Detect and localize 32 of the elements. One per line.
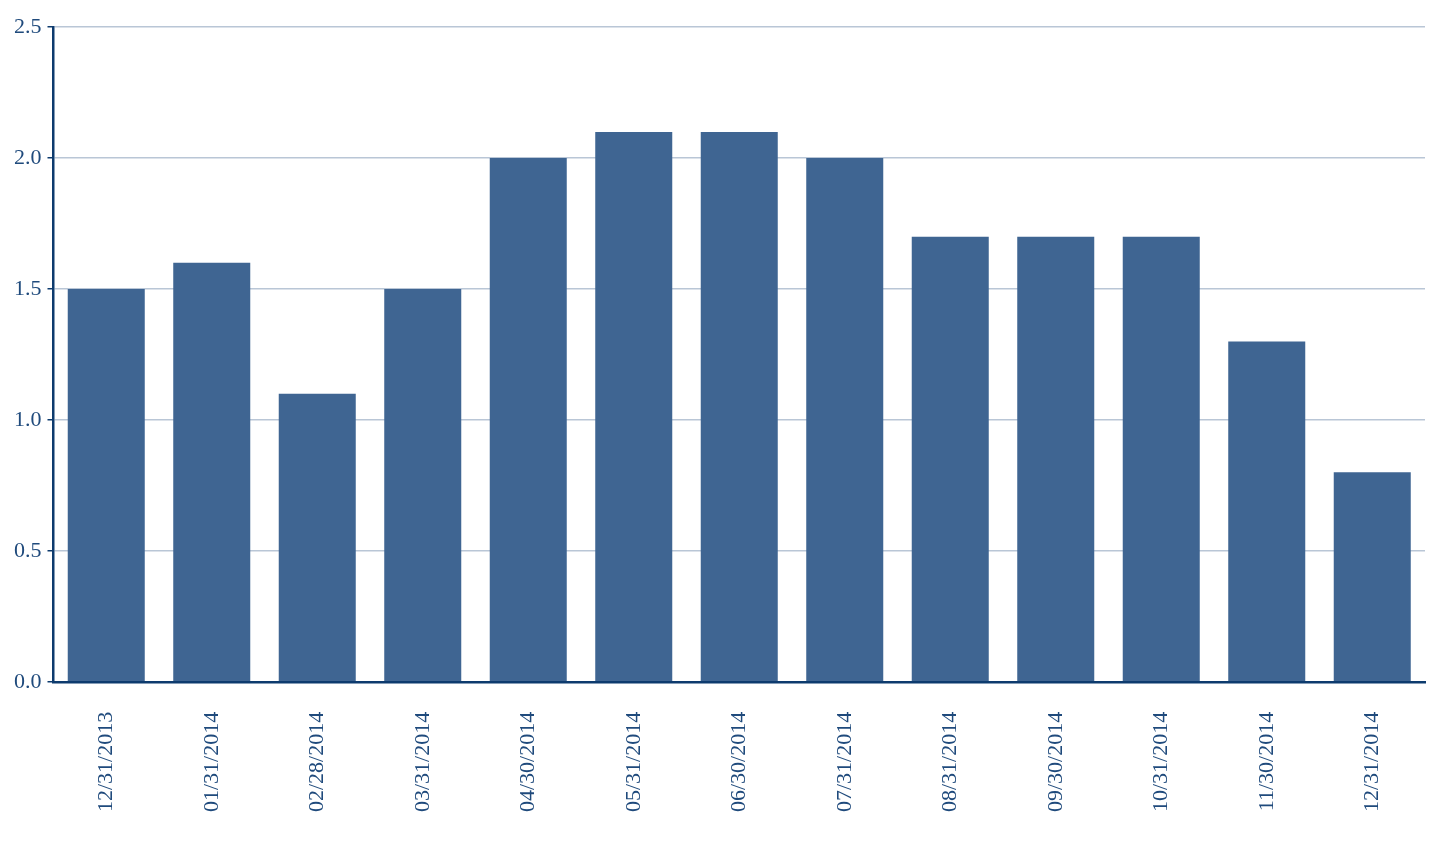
x-tick-label: 01/31/2014 <box>197 711 223 813</box>
bar <box>911 236 989 682</box>
bar <box>1122 236 1200 682</box>
y-tick-label: 1.5 <box>14 274 42 300</box>
x-tick-label: 03/31/2014 <box>408 711 434 813</box>
bar <box>1333 472 1411 682</box>
x-tick-label: 02/28/2014 <box>303 711 329 813</box>
bar <box>384 289 462 682</box>
bar <box>278 393 356 682</box>
x-tick-label: 12/31/2013 <box>92 711 118 813</box>
x-tick-label: 08/31/2014 <box>936 711 962 813</box>
x-tick-label: 12/31/2014 <box>1358 711 1384 813</box>
bar <box>700 131 778 682</box>
bar <box>67 289 145 682</box>
x-tick-label: 05/31/2014 <box>619 711 645 813</box>
x-tick-label: 07/31/2014 <box>830 711 856 813</box>
x-tick-label: 10/31/2014 <box>1147 711 1173 813</box>
y-tick-label: 2.0 <box>14 143 42 169</box>
y-tick-label: 0.0 <box>14 667 42 693</box>
bar <box>806 158 884 682</box>
y-tick-label: 2.5 <box>14 12 42 38</box>
y-tick-label: 0.5 <box>14 536 42 562</box>
x-tick-label: 04/30/2014 <box>514 711 540 813</box>
bar <box>489 158 567 682</box>
y-tick-label: 1.0 <box>14 405 42 431</box>
x-tick-label: 11/30/2014 <box>1252 711 1278 812</box>
bar <box>1228 341 1306 682</box>
x-tick-label: 09/30/2014 <box>1041 711 1067 813</box>
bar <box>1017 236 1095 682</box>
bar <box>595 131 673 682</box>
x-tick-label: 06/30/2014 <box>725 711 751 813</box>
bar <box>173 262 251 682</box>
